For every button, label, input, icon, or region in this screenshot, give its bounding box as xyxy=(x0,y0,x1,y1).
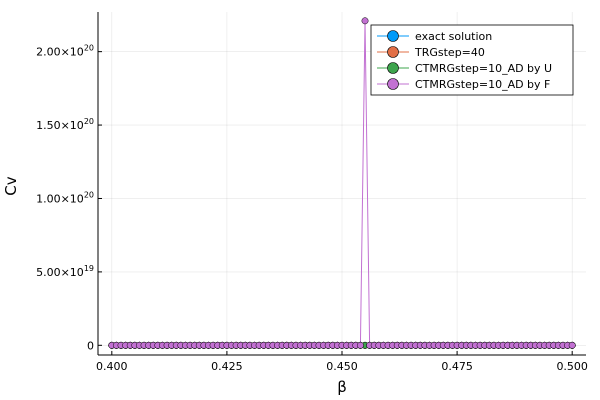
y-tick-exponent-2: 20 xyxy=(84,190,94,199)
legend-marker-3 xyxy=(387,78,399,90)
x-tick-labels: 0.400 0.425 0.450 0.475 0.500 xyxy=(96,360,588,373)
y-tick-mantissa-1: 5.00×10 xyxy=(36,266,84,279)
y-tick-label-3: 1.50×1020 xyxy=(36,117,94,132)
legend-entry-0: exact solution xyxy=(415,30,492,43)
y-axis-label: Cv xyxy=(2,176,20,195)
legend: exact solution TRGstep=40 CTMRGstep=10_AD … xyxy=(370,24,574,96)
x-tick-label-2: 0.450 xyxy=(326,360,358,373)
x-tick-label-0: 0.400 xyxy=(96,360,128,373)
series-3-point-54 xyxy=(356,341,364,349)
y-tick-mantissa-3: 1.50×10 xyxy=(36,119,84,132)
x-tick-label-3: 0.475 xyxy=(441,360,473,373)
legend-entry-1: TRGstep=40 xyxy=(414,46,485,59)
y-tick-exponent-3: 20 xyxy=(84,117,94,126)
y-tick-exponent-4: 20 xyxy=(84,44,94,53)
axes xyxy=(97,12,586,356)
series-markers xyxy=(108,17,576,349)
series-markers-3 xyxy=(108,17,576,349)
legend-entry-3: CTMRGstep=10_AD by F xyxy=(415,78,550,91)
x-tick-label-1: 0.425 xyxy=(211,360,243,373)
series-3-point-100 xyxy=(568,341,576,349)
y-tick-label-0: 0 xyxy=(87,339,94,352)
y-tick-exponent-1: 19 xyxy=(84,264,94,273)
x-tick-label-4: 0.500 xyxy=(556,360,588,373)
y-tick-label-2: 1.00×1020 xyxy=(36,190,94,205)
series-3-point-55 xyxy=(361,17,369,25)
legend-box xyxy=(370,24,574,96)
y-tick-label-1: 5.00×1019 xyxy=(36,264,94,279)
y-tick-mantissa-4: 2.00×10 xyxy=(36,46,84,59)
y-tick-label-4: 2.00×1020 xyxy=(36,44,94,59)
legend-entry-2: CTMRGstep=10_AD by U xyxy=(415,62,552,75)
y-tick-mantissa-2: 1.00×10 xyxy=(36,192,84,205)
legend-marker-2 xyxy=(387,62,399,74)
legend-marker-0 xyxy=(387,30,399,42)
x-axis-label: β xyxy=(337,378,347,396)
legend-marker-1 xyxy=(387,46,399,58)
